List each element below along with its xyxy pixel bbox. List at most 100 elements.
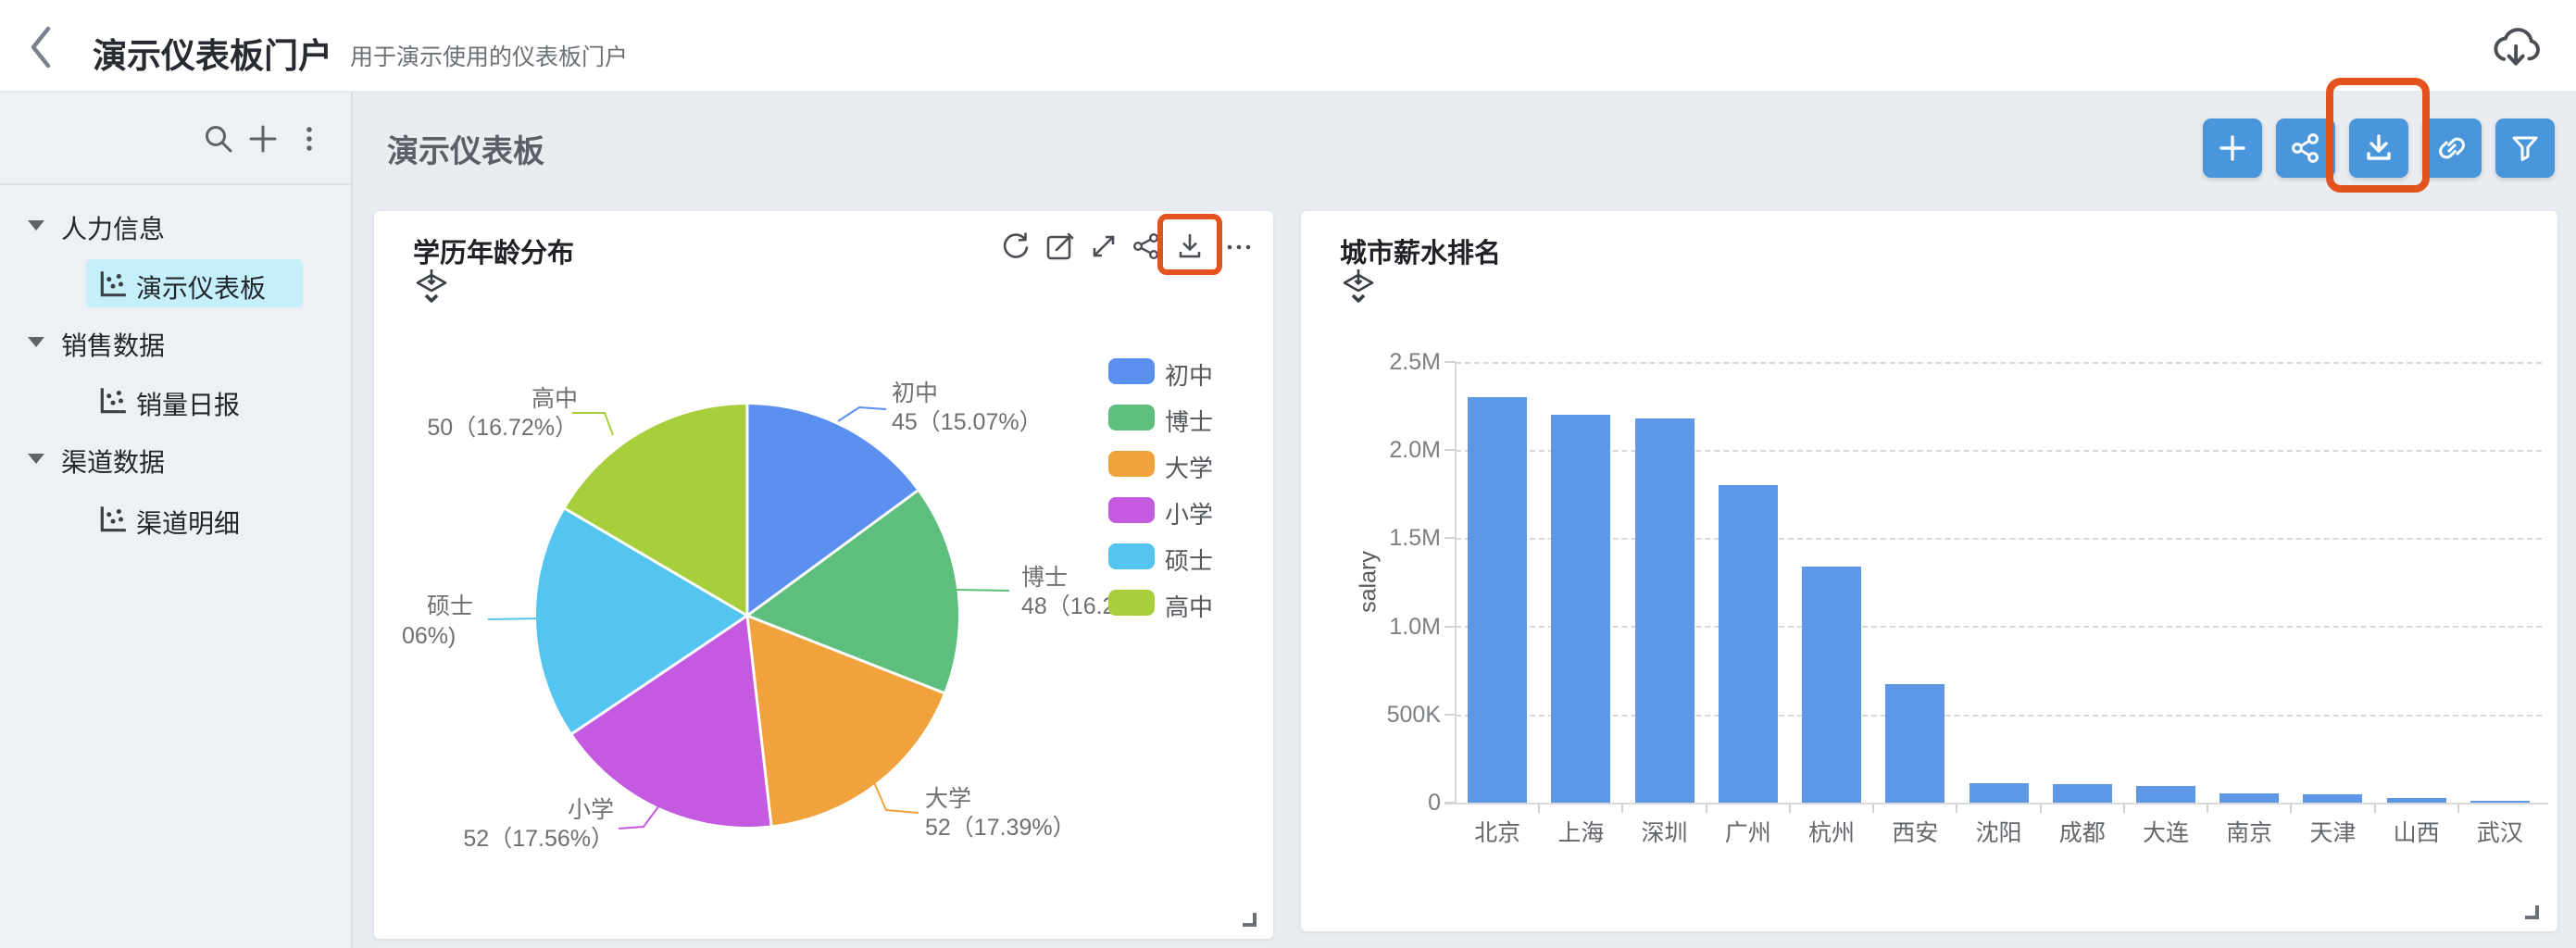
x-tick-label: 大连	[2142, 820, 2189, 846]
bar-大连[interactable]	[2135, 785, 2195, 803]
sidebar-group-hr[interactable]: 人力信息	[0, 206, 353, 250]
search-button[interactable]	[202, 122, 235, 156]
plus-icon	[249, 125, 277, 153]
sidebar-item-channel-detail[interactable]: 渠道明细	[0, 496, 353, 541]
share-button[interactable]	[2276, 118, 2335, 178]
leaf-label: 渠道明细	[136, 509, 241, 538]
pie-label-shuoshi-name: 硕士	[427, 593, 474, 619]
bar-西安[interactable]	[1885, 684, 1945, 803]
bar-武汉[interactable]	[2470, 800, 2530, 803]
y-tick-mark	[1444, 449, 1456, 452]
x-tick-mark	[2290, 805, 2293, 813]
fullscreen-button[interactable]	[1087, 230, 1120, 263]
bar-南京[interactable]	[2220, 793, 2280, 803]
chart-icon	[97, 268, 129, 300]
y-tick-mark	[1444, 537, 1456, 540]
caret-down-icon	[28, 454, 44, 464]
legend-item[interactable]: 大学	[1108, 451, 1273, 482]
resize-handle[interactable]	[2525, 905, 2539, 919]
bar-成都[interactable]	[2052, 784, 2112, 803]
bar-沈阳[interactable]	[1969, 783, 2029, 803]
legend-swatch	[1108, 497, 1155, 523]
pie-card-title: 学历年龄分布	[413, 239, 575, 268]
sidebar-group-sales[interactable]: 销售数据	[0, 322, 353, 367]
legend-item[interactable]: 高中	[1108, 590, 1273, 621]
legend-swatch	[1108, 451, 1155, 477]
cloud-download-button[interactable]	[2489, 22, 2541, 74]
chevron-left-icon	[31, 26, 51, 69]
x-tick-label: 西安	[1892, 820, 1939, 846]
sidebar-item-sales-daily[interactable]: 销量日报	[0, 378, 353, 422]
share-icon	[1132, 232, 1159, 260]
gridline	[1456, 538, 2542, 540]
ellipsis-icon	[1227, 244, 1251, 250]
link-button[interactable]	[2422, 118, 2482, 178]
x-tick-label: 上海	[1557, 820, 1605, 846]
legend-item[interactable]: 硕士	[1108, 543, 1273, 575]
legend-swatch	[1108, 358, 1155, 384]
x-tick-label: 沈阳	[1975, 820, 2022, 846]
x-tick-label: 深圳	[1641, 820, 1688, 846]
bar-山西[interactable]	[2386, 797, 2446, 803]
y-tick-mark	[1444, 361, 1456, 363]
back-button[interactable]	[26, 23, 57, 71]
x-tick-mark	[1538, 805, 1541, 813]
resize-handle[interactable]	[1243, 913, 1257, 927]
pie-label-xiaoxue: 小学 52（17.56%）	[463, 797, 614, 852]
add-resource-button[interactable]	[246, 122, 280, 156]
edit-icon	[1046, 232, 1074, 260]
bar-广州[interactable]	[1718, 485, 1778, 803]
x-tick-mark	[2373, 805, 2376, 813]
y-tick-label: 2.0M	[1389, 437, 1441, 464]
edit-button[interactable]	[1044, 230, 1077, 263]
top-header: 演示仪表板门户 用于演示使用的仪表板门户	[0, 0, 2576, 93]
pie-chart[interactable]	[536, 405, 958, 827]
refresh-button[interactable]	[998, 230, 1032, 263]
expand-icon	[1093, 235, 1115, 257]
bar-天津[interactable]	[2303, 794, 2363, 803]
sidebar-item-demo-dashboard[interactable]: 演示仪表板	[0, 259, 353, 307]
bar-上海[interactable]	[1551, 415, 1611, 803]
legend-item[interactable]: 初中	[1108, 358, 1273, 390]
bar-杭州[interactable]	[1802, 566, 1862, 803]
refresh-icon	[1003, 232, 1029, 258]
caret-down-icon	[28, 220, 44, 231]
group-label: 渠道数据	[61, 448, 166, 477]
y-tick-label: 1.5M	[1389, 525, 1441, 552]
y-tick-label: 0	[1428, 790, 1441, 816]
chart-more-button[interactable]	[1222, 230, 1256, 263]
x-tick-mark	[2039, 805, 2042, 813]
y-tick-mark	[1444, 625, 1456, 628]
leaf-label: 演示仪表板	[136, 274, 267, 303]
x-tick-mark	[1788, 805, 1791, 813]
chart-share-button[interactable]	[1130, 230, 1163, 263]
legend-item[interactable]: 博士	[1108, 405, 1273, 436]
group-label: 人力信息	[61, 215, 166, 243]
more-menu-button[interactable]	[293, 122, 326, 156]
y-tick-label: 1.0M	[1389, 613, 1441, 640]
chart-download-button[interactable]	[1173, 230, 1207, 263]
add-button[interactable]	[2203, 118, 2262, 178]
bar-深圳[interactable]	[1634, 418, 1694, 803]
bar-北京[interactable]	[1468, 397, 1528, 803]
drill-icon	[413, 268, 450, 311]
funnel-icon	[2512, 136, 2538, 161]
x-tick-label: 武汉	[2476, 820, 2523, 846]
drill-icon	[1340, 268, 1377, 311]
x-tick-label: 广州	[1724, 820, 1771, 846]
sidebar-group-channel[interactable]: 渠道数据	[0, 439, 353, 483]
cloud-download-icon	[2494, 28, 2540, 66]
pie-label-daxue: 大学 52（17.39%）	[925, 786, 1076, 841]
kebab-icon	[306, 127, 312, 151]
x-tick-mark	[1872, 805, 1875, 813]
x-tick-label: 成都	[2058, 820, 2106, 846]
leaf-label: 销量日报	[136, 391, 241, 419]
legend-item[interactable]: 小学	[1108, 497, 1273, 529]
y-tick-label: 500K	[1386, 701, 1441, 728]
filter-button[interactable]	[2495, 118, 2555, 178]
search-icon	[206, 126, 232, 153]
x-tick-mark	[2207, 805, 2209, 813]
link-icon	[2439, 137, 2465, 159]
download-button[interactable]	[2349, 118, 2408, 178]
legend-swatch	[1108, 543, 1155, 569]
